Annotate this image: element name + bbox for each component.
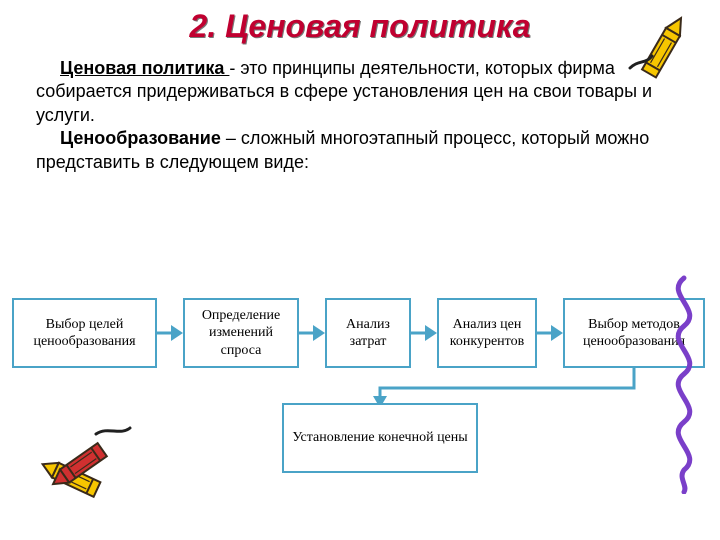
flow-arrow <box>411 298 437 368</box>
squiggle-icon <box>654 274 714 494</box>
flow-box-1-label: Выбор целей ценообразования <box>18 316 151 351</box>
flow-box-3-label: Анализ затрат <box>331 316 405 351</box>
flow-arrow <box>157 298 183 368</box>
term-2: Ценообразование <box>60 128 221 148</box>
crayons-icon <box>8 416 138 526</box>
definition-paragraphs: Ценовая политика - это принципы деятельн… <box>0 45 720 174</box>
term-1: Ценовая политика <box>60 58 229 78</box>
process-flowchart: Выбор целей ценообразования Определение … <box>12 298 708 368</box>
paragraph-1: Ценовая политика - это принципы деятельн… <box>36 57 684 127</box>
flow-box-2: Определение изменений спроса <box>183 298 299 368</box>
flow-box-1: Выбор целей ценообразования <box>12 298 157 368</box>
flow-arrow <box>299 298 325 368</box>
page-title: 2. Ценовая политика <box>0 0 720 45</box>
flow-box-2-label: Определение изменений спроса <box>189 307 293 360</box>
flow-box-3: Анализ затрат <box>325 298 411 368</box>
flow-box-final: Установление конечной цены <box>282 403 478 473</box>
flow-box-4: Анализ цен конкурентов <box>437 298 537 368</box>
flow-arrow <box>537 298 563 368</box>
paragraph-2: Ценообразование – сложный многоэтапный п… <box>36 127 684 174</box>
crayon-icon <box>618 4 714 84</box>
flow-box-4-label: Анализ цен конкурентов <box>443 316 531 351</box>
flow-box-final-label: Установление конечной цены <box>292 429 467 447</box>
flow-row-1: Выбор целей ценообразования Определение … <box>12 298 708 368</box>
